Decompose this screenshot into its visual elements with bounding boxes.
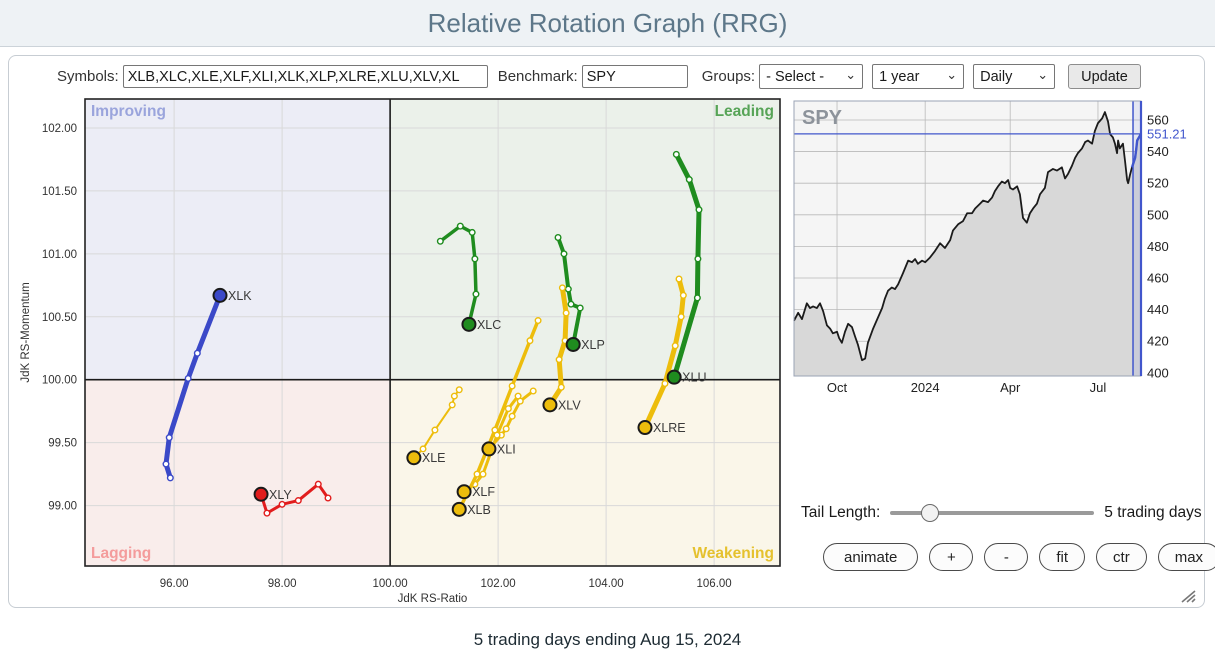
svg-text:102.00: 102.00 — [481, 578, 516, 590]
svg-text:102.00: 102.00 — [42, 123, 77, 135]
rrg-panel: Symbols: Benchmark: Groups: - Select - ⌄… — [8, 55, 1215, 608]
svg-text:551.21: 551.21 — [1147, 126, 1187, 141]
svg-text:XLV: XLV — [558, 398, 581, 412]
svg-text:SPY: SPY — [802, 107, 843, 129]
svg-text:99.50: 99.50 — [48, 438, 77, 450]
svg-text:100.00: 100.00 — [42, 375, 77, 387]
svg-text:Improving: Improving — [91, 103, 166, 120]
interval-select[interactable]: Daily — [973, 64, 1056, 89]
center-button[interactable]: ctr — [1096, 543, 1147, 571]
symbol-node-XLF[interactable]: XLF — [456, 484, 496, 500]
svg-text:XLY: XLY — [269, 488, 292, 502]
symbol-node-XLP[interactable]: XLP — [565, 336, 605, 352]
svg-text:101.50: 101.50 — [42, 186, 77, 198]
svg-text:Lagging: Lagging — [91, 545, 151, 562]
svg-text:XLU: XLU — [682, 371, 706, 385]
svg-text:JdK RS-Momentum: JdK RS-Momentum — [20, 282, 32, 382]
page-title: Relative Rotation Graph (RRG) — [427, 7, 788, 38]
footer-caption: 5 trading days ending Aug 15, 2024 — [473, 630, 742, 649]
svg-text:XLK: XLK — [228, 289, 252, 303]
period-select[interactable]: 1 year — [872, 64, 965, 89]
fit-button[interactable]: fit — [1039, 543, 1086, 571]
svg-text:400: 400 — [1147, 365, 1169, 380]
svg-text:520: 520 — [1147, 176, 1169, 191]
slider-track[interactable] — [890, 511, 1095, 515]
svg-text:420: 420 — [1147, 334, 1169, 349]
app-header: Relative Rotation Graph (RRG) — [0, 0, 1215, 47]
svg-text:XLB: XLB — [467, 503, 491, 517]
symbol-node-XLU[interactable]: XLU — [666, 369, 707, 385]
max-button[interactable]: max — [1157, 543, 1215, 571]
toolbar: Symbols: Benchmark: Groups: - Select - ⌄… — [9, 64, 1204, 89]
rrg-chart[interactable]: Improving Leading Lagging Weakening 96.00 98.… — [19, 96, 794, 613]
benchmark-label: Benchmark: — [497, 68, 578, 85]
tail-length-controls: Tail Length: 5 trading days — [801, 503, 1202, 523]
svg-text:100.00: 100.00 — [373, 578, 408, 590]
symbol-node-XLK[interactable]: XLK — [212, 287, 253, 303]
symbol-node-XLB[interactable]: XLB — [451, 501, 491, 517]
svg-text:Apr: Apr — [1000, 380, 1021, 395]
svg-text:Weakening: Weakening — [692, 545, 774, 562]
symbol-node-XLRE[interactable]: XLRE — [637, 420, 686, 436]
symbol-node-XLV[interactable]: XLV — [542, 397, 581, 413]
svg-text:480: 480 — [1147, 239, 1169, 254]
benchmark-input[interactable] — [581, 65, 688, 88]
symbols-input[interactable] — [122, 65, 488, 88]
svg-text:500: 500 — [1147, 207, 1169, 222]
groups-select[interactable]: - Select - — [759, 64, 864, 89]
symbols-label: Symbols: — [57, 68, 119, 85]
svg-text:440: 440 — [1147, 302, 1169, 317]
svg-text:Leading: Leading — [715, 103, 774, 120]
animate-button[interactable]: animate — [823, 543, 919, 571]
groups-label: Groups: — [701, 68, 756, 85]
svg-text:XLI: XLI — [497, 442, 516, 456]
svg-text:104.00: 104.00 — [589, 578, 624, 590]
svg-text:101.00: 101.00 — [42, 249, 77, 261]
slider-thumb[interactable] — [920, 504, 939, 522]
svg-text:XLF: XLF — [472, 485, 495, 499]
svg-text:Oct: Oct — [827, 380, 848, 395]
rrg-chart-canvas[interactable]: Improving Leading Lagging Weakening 96.00 98.… — [19, 96, 794, 608]
benchmark-chart: SPY 400 420 440 460 480 500 520 540 560 551.21 Oct 2… — [790, 96, 1214, 406]
symbol-node-XLC[interactable]: XLC — [461, 316, 501, 332]
symbol-node-XLY[interactable]: XLY — [253, 486, 293, 502]
svg-text:100.50: 100.50 — [42, 312, 77, 324]
symbol-node-XLE[interactable]: XLE — [406, 450, 446, 466]
tail-length-value: 5 trading days — [1104, 504, 1202, 521]
resize-handle-icon[interactable] — [1178, 587, 1196, 603]
svg-text:2024: 2024 — [911, 380, 940, 395]
svg-text:98.00: 98.00 — [268, 578, 297, 590]
zoom-out-button[interactable]: - — [984, 543, 1029, 571]
svg-text:JdK RS-Ratio: JdK RS-Ratio — [398, 593, 468, 605]
svg-text:96.00: 96.00 — [160, 578, 189, 590]
svg-text:99.00: 99.00 — [48, 501, 77, 513]
tail-length-slider[interactable] — [890, 503, 1095, 523]
svg-text:560: 560 — [1147, 112, 1169, 127]
svg-text:XLP: XLP — [581, 338, 605, 352]
chart-action-buttons: animate + - fit ctr max — [823, 543, 1215, 571]
svg-text:Jul: Jul — [1090, 380, 1107, 395]
svg-text:460: 460 — [1147, 271, 1169, 286]
svg-text:540: 540 — [1147, 144, 1169, 159]
update-button[interactable]: Update — [1068, 64, 1141, 89]
svg-text:XLC: XLC — [477, 318, 501, 332]
svg-text:XLE: XLE — [422, 451, 446, 465]
svg-text:XLRE: XLRE — [653, 421, 686, 435]
tail-length-label: Tail Length: — [801, 504, 881, 521]
zoom-in-button[interactable]: + — [929, 543, 974, 571]
symbol-node-XLI[interactable]: XLI — [481, 441, 516, 457]
svg-text:106.00: 106.00 — [697, 578, 732, 590]
